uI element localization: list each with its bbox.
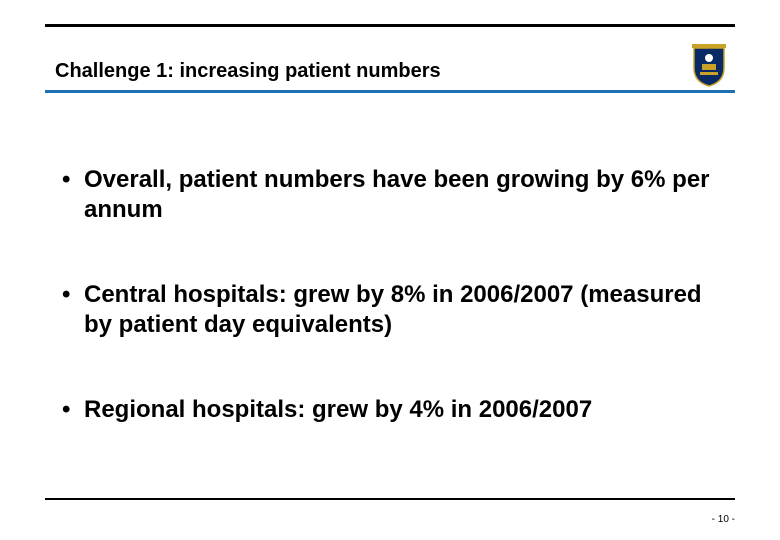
bullet-text: Overall, patient numbers have been growi… [84, 165, 710, 225]
slide-title: Challenge 1: increasing patient numbers [55, 60, 441, 83]
bullet-glyph: • [60, 280, 84, 310]
list-item: • Overall, patient numbers have been gro… [60, 165, 710, 225]
header-underline [45, 90, 735, 93]
bullet-glyph: • [60, 395, 84, 425]
top-rule [45, 24, 735, 27]
bullet-text: Central hospitals: grew by 8% in 2006/20… [84, 280, 710, 340]
crest-logo [688, 38, 730, 95]
list-item: • Central hospitals: grew by 8% in 2006/… [60, 280, 710, 340]
bullet-text: Regional hospitals: grew by 4% in 2006/2… [84, 395, 710, 425]
header: Challenge 1: increasing patient numbers [45, 50, 735, 90]
page-number: - 10 - [712, 514, 735, 525]
crest-icon [688, 38, 730, 90]
list-item: • Regional hospitals: grew by 4% in 2006… [60, 395, 710, 425]
bullet-list: • Overall, patient numbers have been gro… [60, 165, 710, 425]
footer-rule [45, 498, 735, 500]
bullet-glyph: • [60, 165, 84, 195]
